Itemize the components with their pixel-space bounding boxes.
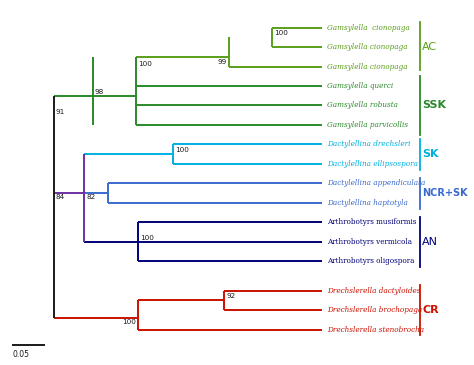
Text: Drechslerella brochopaga: Drechslerella brochopaga — [327, 306, 422, 314]
Text: NCR+SK: NCR+SK — [422, 188, 468, 198]
Text: SK: SK — [422, 149, 438, 159]
Text: Drechslerella dactyloides: Drechslerella dactyloides — [327, 287, 420, 295]
Text: Dactylellina haptotyla: Dactylellina haptotyla — [327, 199, 408, 207]
Text: SSK: SSK — [422, 100, 446, 111]
Text: AN: AN — [422, 237, 438, 247]
Text: AC: AC — [422, 42, 438, 52]
Text: 100: 100 — [175, 147, 189, 153]
Text: Gamsylella querci: Gamsylella querci — [327, 82, 393, 90]
Text: 100: 100 — [274, 30, 288, 36]
Text: Dactylellina drechsleri: Dactylellina drechsleri — [327, 141, 410, 149]
Text: Gamsylella cionopaga: Gamsylella cionopaga — [327, 62, 407, 70]
Text: Arthrobotyrs musiformis: Arthrobotyrs musiformis — [327, 218, 416, 226]
Text: 91: 91 — [56, 109, 65, 115]
Text: Gamsylella parvicollis: Gamsylella parvicollis — [327, 121, 408, 129]
Text: Gamsylella  cionopaga: Gamsylella cionopaga — [327, 24, 410, 31]
Text: 99: 99 — [217, 59, 227, 65]
Text: 100: 100 — [138, 61, 152, 67]
Text: Dactylellina appendiculata: Dactylellina appendiculata — [327, 180, 425, 187]
Text: 84: 84 — [56, 194, 65, 200]
Text: 0.05: 0.05 — [13, 350, 30, 359]
Text: 100: 100 — [122, 319, 136, 325]
Text: Arthrobotyrs vermicola: Arthrobotyrs vermicola — [327, 238, 412, 246]
Text: 98: 98 — [95, 89, 104, 95]
Text: CR: CR — [422, 305, 439, 315]
Text: 100: 100 — [140, 235, 154, 241]
Text: Dactylellina ellipsospora: Dactylellina ellipsospora — [327, 160, 418, 168]
Text: Drechslerella stenobrocha: Drechslerella stenobrocha — [327, 326, 424, 334]
Text: Arthrobotyrs oligospora: Arthrobotyrs oligospora — [327, 257, 414, 265]
Text: Gamsylella cionopaga: Gamsylella cionopaga — [327, 43, 407, 51]
Text: 92: 92 — [227, 293, 236, 299]
Text: 82: 82 — [86, 194, 95, 200]
Text: Gamsylella robusta: Gamsylella robusta — [327, 101, 398, 110]
